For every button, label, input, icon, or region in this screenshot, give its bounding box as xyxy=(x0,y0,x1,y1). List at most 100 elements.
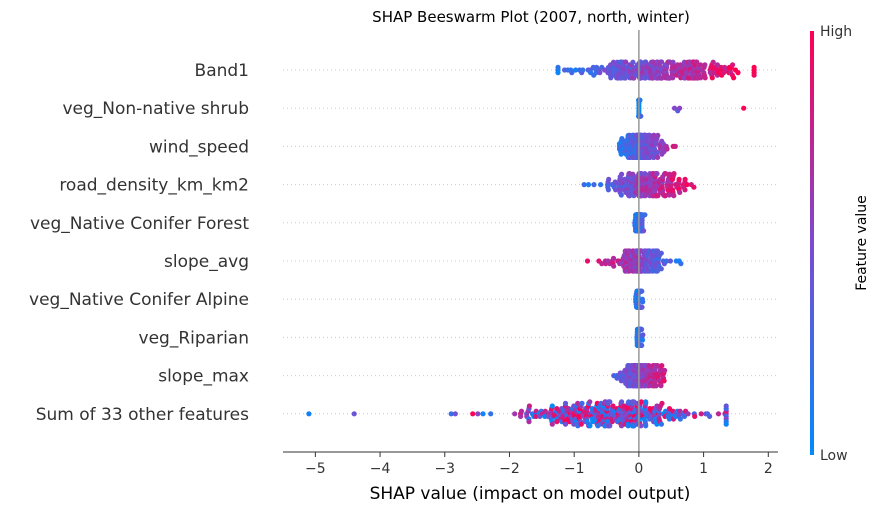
data-point xyxy=(610,255,617,261)
data-point xyxy=(662,367,668,373)
data-point xyxy=(598,182,604,188)
data-point xyxy=(659,400,665,406)
data-point xyxy=(488,411,494,417)
data-point xyxy=(640,332,646,338)
data-point xyxy=(618,192,624,198)
data-point xyxy=(452,411,458,417)
data-point xyxy=(670,75,676,81)
data-point xyxy=(639,326,645,332)
data-point xyxy=(667,258,674,264)
data-point xyxy=(549,403,555,409)
data-point xyxy=(554,419,560,425)
data-point xyxy=(677,105,683,111)
data-point xyxy=(698,411,704,417)
data-point xyxy=(751,64,757,70)
data-point xyxy=(580,67,586,73)
data-point xyxy=(731,75,737,81)
data-point xyxy=(619,171,625,177)
data-point xyxy=(587,399,593,405)
data-point xyxy=(608,75,614,81)
data-point xyxy=(625,423,631,429)
x-tick-label: −5 xyxy=(305,461,326,477)
data-point xyxy=(639,288,645,294)
data-point xyxy=(692,413,698,419)
grid-layer xyxy=(283,69,778,415)
data-point xyxy=(709,75,715,81)
colorbar-gradient xyxy=(810,31,814,455)
feature-label: wind_speed xyxy=(149,137,249,157)
data-point xyxy=(639,342,645,348)
data-point xyxy=(555,64,561,70)
data-point xyxy=(658,250,664,256)
data-point xyxy=(702,75,708,81)
data-point xyxy=(671,171,677,177)
data-point xyxy=(549,421,555,427)
feature-label: Sum of 33 other features xyxy=(36,405,249,425)
data-point xyxy=(723,403,729,409)
data-point xyxy=(677,189,683,195)
data-point xyxy=(518,408,525,414)
data-point xyxy=(480,411,486,417)
data-point xyxy=(659,363,665,369)
data-point xyxy=(610,403,616,409)
data-point xyxy=(606,176,612,182)
data-point xyxy=(658,266,664,272)
feature-label: veg_Native Conifer Alpine xyxy=(29,290,249,310)
data-point xyxy=(578,421,584,427)
feature-label: veg_Non-native shrub xyxy=(62,99,249,119)
data-point xyxy=(730,62,736,68)
feature-label: slope_avg xyxy=(164,252,249,272)
data-point xyxy=(681,413,688,419)
data-point xyxy=(661,378,667,384)
points-layer xyxy=(306,59,757,429)
data-point xyxy=(619,399,625,405)
colorbar-high-label: High xyxy=(820,24,852,40)
data-point xyxy=(685,411,691,417)
data-point xyxy=(640,299,646,305)
colorbar: High Low Feature value xyxy=(810,24,870,464)
data-point xyxy=(707,413,713,419)
data-point xyxy=(639,337,646,343)
data-point xyxy=(448,411,454,417)
data-point xyxy=(666,192,672,198)
data-point xyxy=(677,416,683,422)
data-point xyxy=(715,411,722,417)
data-point xyxy=(611,263,617,269)
data-point xyxy=(470,411,476,417)
data-point xyxy=(642,212,648,218)
data-point xyxy=(714,62,721,68)
data-point xyxy=(670,59,676,65)
data-point xyxy=(697,62,704,68)
colorbar-low-label: Low xyxy=(820,448,848,464)
data-point xyxy=(751,72,757,78)
data-point xyxy=(663,171,669,177)
data-point xyxy=(654,268,661,274)
data-point xyxy=(682,176,688,182)
data-point xyxy=(585,182,592,188)
data-point xyxy=(569,70,575,76)
data-point xyxy=(643,423,649,429)
colorbar-title: Feature value xyxy=(854,195,870,291)
feature-labels: Band1 veg_Non-native shrub wind_speed road_… xyxy=(29,61,249,425)
data-point xyxy=(641,228,647,234)
data-point xyxy=(587,423,593,429)
data-point xyxy=(630,59,636,65)
data-point xyxy=(612,179,618,185)
data-point xyxy=(630,171,636,177)
data-point xyxy=(581,182,587,188)
data-point xyxy=(637,97,643,103)
data-point xyxy=(526,419,532,425)
data-point xyxy=(672,143,678,149)
data-point xyxy=(654,171,660,177)
data-point xyxy=(555,70,561,76)
data-point xyxy=(735,70,741,76)
x-axis: −5 −4 −3 −2 −1 0 1 2 xyxy=(283,451,778,477)
data-point xyxy=(654,248,661,254)
data-point xyxy=(676,176,682,182)
data-point xyxy=(671,193,677,199)
data-point xyxy=(658,421,665,427)
chart-title: SHAP Beeswarm Plot (2007, north, winter) xyxy=(372,8,690,26)
x-tick-label: 0 xyxy=(634,461,643,477)
data-point xyxy=(584,258,591,264)
